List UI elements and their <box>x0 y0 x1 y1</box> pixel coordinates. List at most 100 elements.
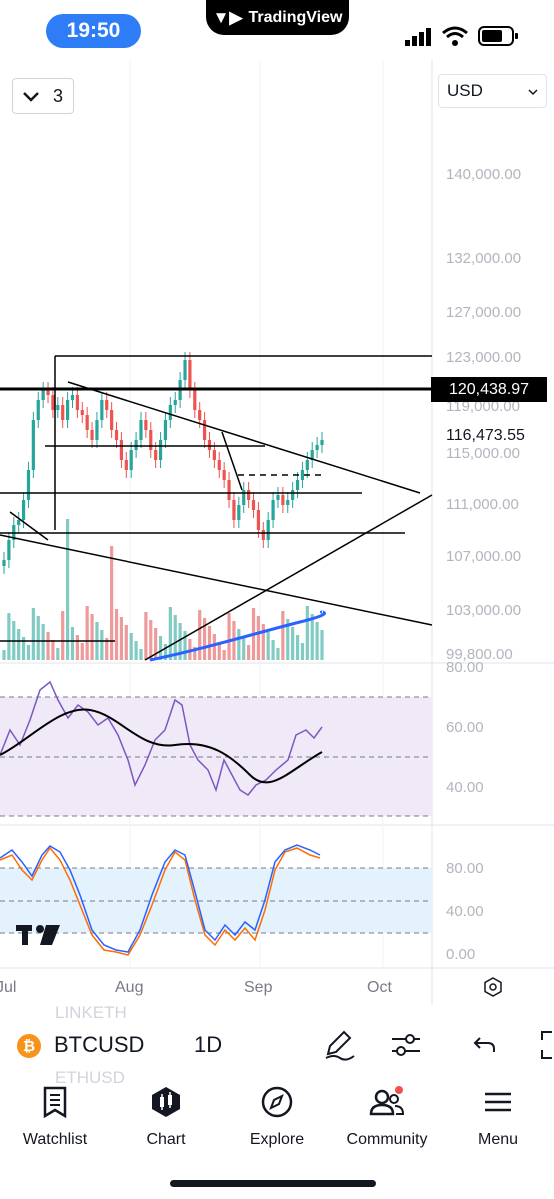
price-axis-label: 103,000.00 <box>446 602 522 619</box>
volume-bar <box>80 643 84 660</box>
volume-bar <box>168 607 172 660</box>
currency-select[interactable]: USD <box>438 74 547 108</box>
candle-body <box>188 360 192 390</box>
candle-body <box>291 490 295 500</box>
battery-icon <box>478 26 520 46</box>
volume-bar <box>85 606 89 660</box>
volume-bar <box>134 641 138 660</box>
volume-bar <box>286 619 290 660</box>
volume-bar <box>56 648 60 660</box>
candle-body <box>26 470 31 500</box>
volume-bar <box>31 608 35 660</box>
volume-bar <box>114 609 119 660</box>
interval-selector[interactable]: 3 <box>12 78 74 114</box>
price-axis-label: 107,000.00 <box>446 548 522 565</box>
signal-icon <box>405 28 433 46</box>
tradingview-logo-icon: ▼▶ <box>212 7 243 27</box>
candle-body <box>95 420 99 440</box>
symbol-ghost-above: LINKETH <box>55 1003 127 1022</box>
candle-body <box>7 540 11 560</box>
price-axis-label: 99,800.00 <box>446 646 513 663</box>
interval-count: 3 <box>52 85 63 106</box>
time-axis-label: Oct <box>367 979 392 996</box>
indicators-icon[interactable] <box>390 1030 422 1060</box>
candle-body <box>70 395 75 400</box>
volume-bars <box>2 519 324 660</box>
volume-bar <box>193 647 197 660</box>
volume-bar <box>271 640 275 660</box>
candle-body <box>310 450 314 460</box>
interval-button[interactable]: 1D <box>194 1032 223 1057</box>
candle-body <box>75 395 79 410</box>
candle-body <box>66 400 70 420</box>
candle-body <box>110 410 114 430</box>
candle-body <box>154 450 158 460</box>
candle-body <box>227 480 231 500</box>
candle-body <box>41 390 45 400</box>
fullscreen-icon[interactable] <box>538 1030 554 1060</box>
candle-body <box>251 500 256 510</box>
drawing-tools-icon[interactable] <box>322 1028 356 1062</box>
tab-label: Explore <box>249 1131 305 1148</box>
volume-bar <box>110 546 114 660</box>
stoch-axis-label: 40.00 <box>446 903 484 920</box>
volume-bar <box>247 645 251 660</box>
candle-body <box>222 470 226 480</box>
candle-body <box>36 400 40 420</box>
tradingview-watermark-icon <box>16 925 60 945</box>
time-axis-label: Jul <box>0 979 17 996</box>
volume-bar <box>315 622 319 660</box>
explore-icon <box>261 1086 293 1123</box>
volume-bar <box>266 632 270 660</box>
volume-bar <box>124 625 128 660</box>
volume-bar <box>237 629 241 660</box>
chart-settings-icon[interactable] <box>482 976 504 998</box>
volume-bar <box>139 649 143 660</box>
price-axis-label: 140,000.00 <box>446 166 522 183</box>
volume-bar <box>51 640 55 660</box>
candle-body <box>232 500 236 520</box>
tab-community[interactable]: Community <box>332 1086 442 1156</box>
wifi-icon <box>442 25 468 47</box>
candle-body <box>134 440 138 450</box>
candle-body <box>276 495 280 500</box>
tab-explore[interactable]: Explore <box>222 1086 332 1156</box>
candle-body <box>61 405 65 420</box>
chart-icon <box>149 1086 183 1123</box>
candle-body <box>56 405 60 410</box>
tab-menu[interactable]: Menu <box>443 1086 553 1156</box>
volume-bar <box>129 633 133 660</box>
candle-body <box>183 360 187 380</box>
volume-bar <box>173 615 177 660</box>
watchlist-icon <box>41 1086 69 1123</box>
price-axis-label: 115,000.00 <box>446 445 520 462</box>
stoch-axis-label: 80.00 <box>446 860 484 877</box>
candle-body <box>300 470 305 480</box>
menu-icon <box>483 1086 513 1123</box>
rsi-axis-label: 40.00 <box>446 779 484 796</box>
candle-body <box>281 495 285 505</box>
volume-bar <box>310 614 314 660</box>
stoch-axis-label: 0.00 <box>446 946 476 963</box>
candle-body <box>51 395 55 410</box>
tab-watchlist[interactable]: Watchlist <box>0 1086 110 1156</box>
volume-bar <box>202 618 207 660</box>
undo-icon[interactable] <box>472 1032 498 1058</box>
candle-body <box>80 410 84 415</box>
candle-body <box>90 430 94 440</box>
rsi-axis-label: 80.00 <box>446 659 484 676</box>
volume-bar <box>295 635 300 660</box>
price-candles <box>2 352 324 574</box>
chart-canvas[interactable] <box>0 60 554 1020</box>
volume-bar <box>291 627 295 660</box>
symbol-button[interactable]: BTCUSD <box>54 1032 145 1057</box>
volume-bar <box>198 610 202 660</box>
candle-body <box>242 490 246 505</box>
volume-bar <box>222 650 226 660</box>
time-axis-label: Sep <box>244 979 273 996</box>
candle-body <box>256 510 260 530</box>
volume-bar <box>261 624 265 660</box>
candle-body <box>247 490 251 500</box>
home-indicator <box>170 1180 376 1187</box>
tab-chart[interactable]: Chart <box>111 1086 221 1156</box>
